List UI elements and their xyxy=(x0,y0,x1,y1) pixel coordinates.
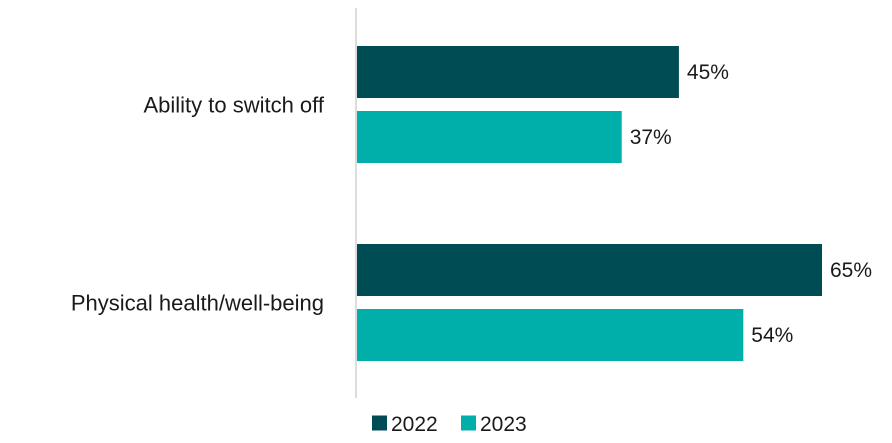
data-label: 54% xyxy=(751,324,793,347)
legend: 2022 2023 xyxy=(372,413,527,436)
legend-label: 2022 xyxy=(391,413,438,436)
legend-swatch-2023 xyxy=(461,415,476,431)
bar-2023 xyxy=(357,111,622,163)
data-label: 65% xyxy=(830,259,872,282)
bar-2022 xyxy=(357,244,822,296)
legend-swatch-2022 xyxy=(372,415,387,431)
bar-2022 xyxy=(357,46,679,98)
legend-label: 2023 xyxy=(480,413,527,436)
value-labels: 45% 37% 65% 54% xyxy=(630,61,872,347)
bars xyxy=(357,46,822,361)
data-label: 37% xyxy=(630,126,672,149)
bar-2023 xyxy=(357,309,744,361)
category-labels: Ability to switch off Physical health/wel… xyxy=(71,93,325,316)
category-label: Physical health/well-being xyxy=(71,291,324,316)
category-label: Ability to switch off xyxy=(143,93,324,118)
data-label: 45% xyxy=(687,61,729,84)
